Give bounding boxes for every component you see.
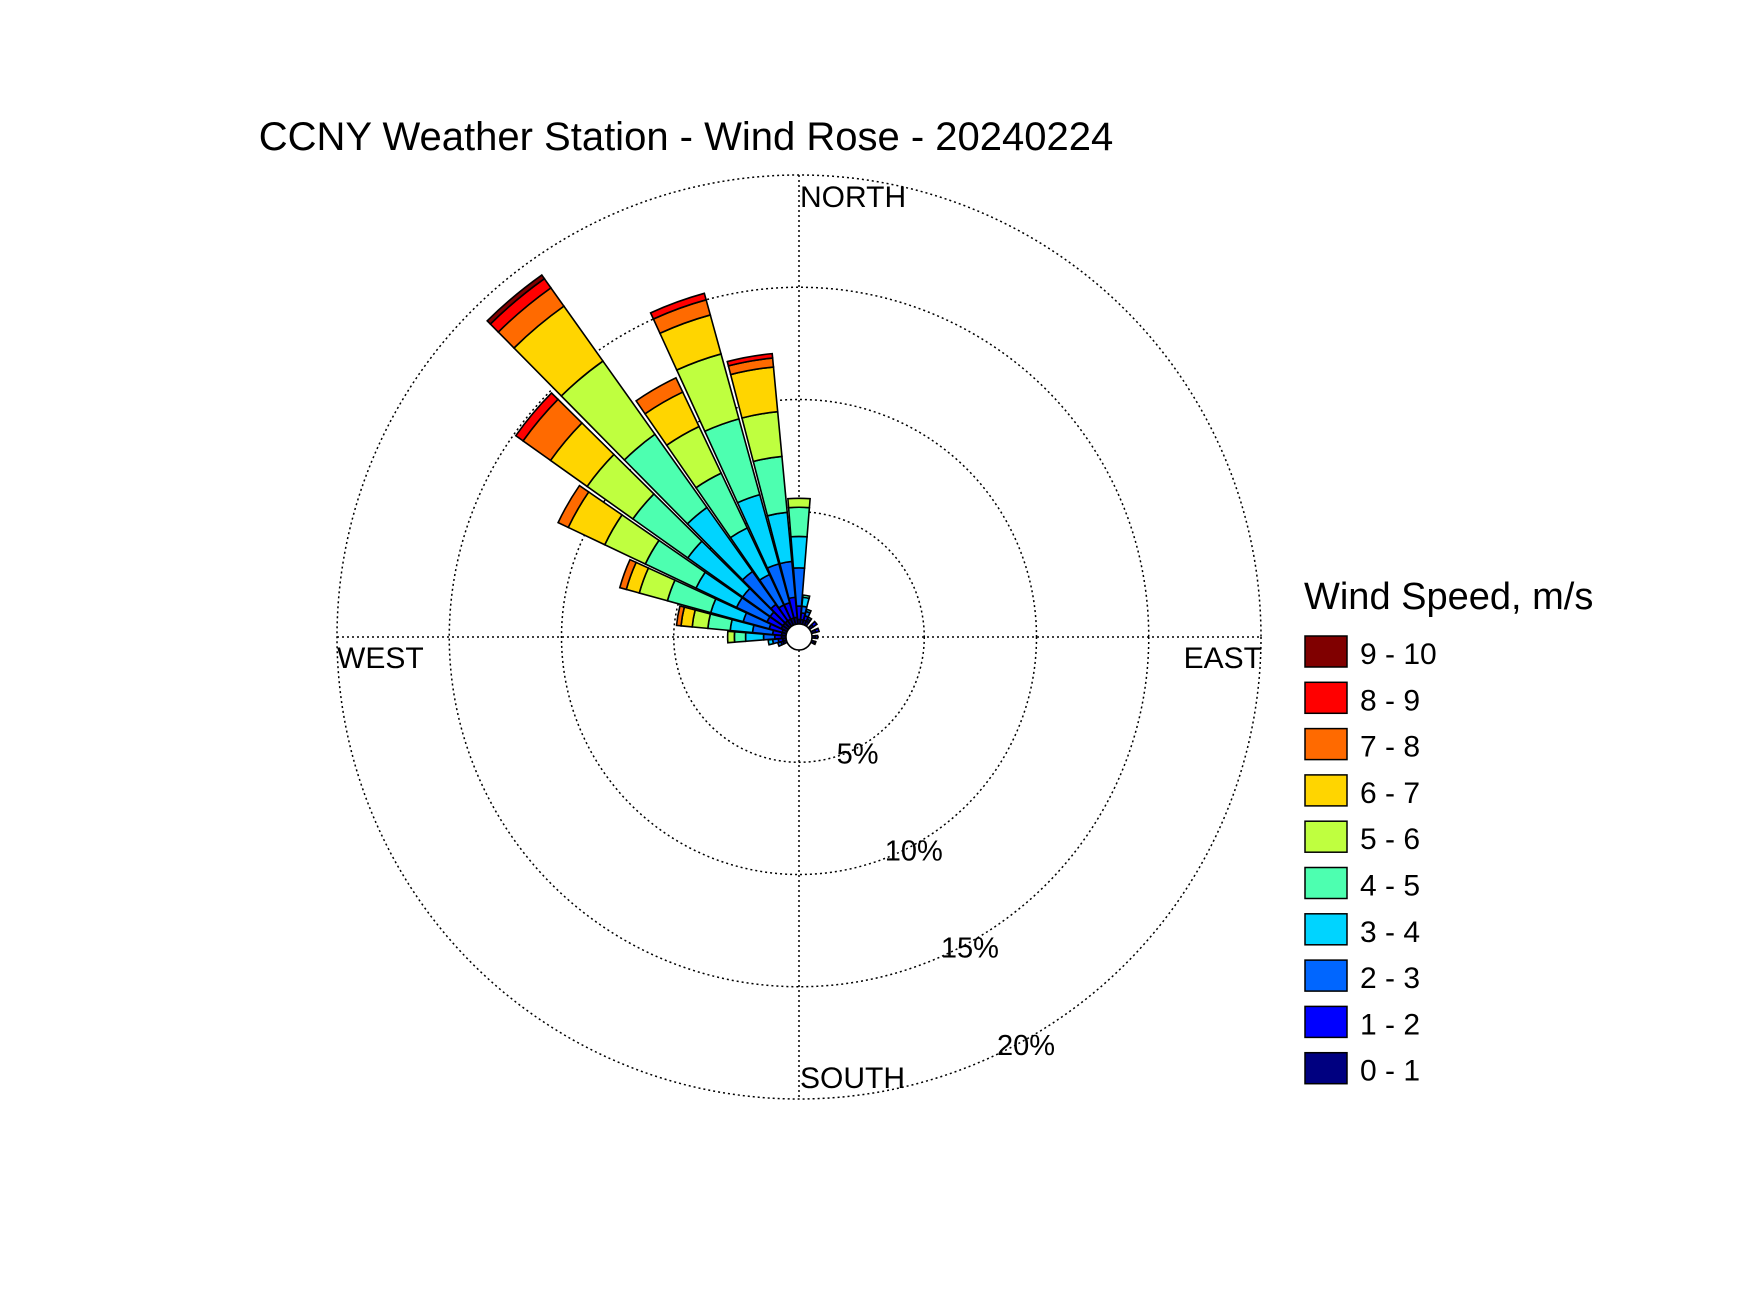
sector-280-bin-7 <box>675 605 686 627</box>
legend-swatch-2 <box>1304 727 1348 761</box>
legend-label-1: 8 - 9 <box>1360 684 1420 717</box>
legend-swatch-3 <box>1304 774 1348 807</box>
legend-swatch-1 <box>1304 681 1348 715</box>
sector-330-bin-7 <box>634 376 684 415</box>
legend-label-2: 7 - 8 <box>1360 731 1420 764</box>
sector-290-bin-7 <box>618 558 638 591</box>
center-circle <box>785 623 813 651</box>
direction-label-south: SOUTH <box>800 1062 905 1095</box>
sector-110 <box>809 639 817 646</box>
legend-label-8: 1 - 2 <box>1360 1008 1420 1041</box>
sector-270-bin-4 <box>733 630 747 644</box>
legend-swatch-9 <box>1304 1051 1348 1085</box>
legend-label-9: 0 - 1 <box>1360 1055 1420 1088</box>
sector-350 <box>726 352 799 626</box>
sector-110-bin-1 <box>812 640 817 646</box>
sector-300 <box>557 484 790 633</box>
sector-350-bin-8 <box>726 352 774 367</box>
wind-sectors <box>486 273 821 648</box>
chart-title: CCNY Weather Station - Wind Rose - 20240… <box>259 115 1114 159</box>
sector-20-bin-3 <box>805 608 813 614</box>
sector-0-bin-4 <box>787 506 811 538</box>
direction-label-west: WEST <box>337 642 424 675</box>
center-hole <box>785 623 813 651</box>
sector-270 <box>726 630 787 644</box>
sector-260-bin-3 <box>767 638 775 646</box>
sector-0-bin-5 <box>787 497 811 509</box>
legend-label-0: 9 - 10 <box>1360 638 1437 671</box>
legend-label-6: 3 - 4 <box>1360 916 1420 949</box>
ring-labels: 5% 10% 15% 20% <box>837 738 1055 1062</box>
sector-320-bin-9 <box>486 273 546 326</box>
legend-label-4: 5 - 6 <box>1360 823 1420 856</box>
legend-swatch-8 <box>1304 1005 1348 1039</box>
sector-90-bin-1 <box>814 634 819 640</box>
sector-310 <box>514 391 791 631</box>
legend-swatch-7 <box>1304 959 1348 992</box>
sector-270-bin-5 <box>726 630 736 644</box>
sector-340 <box>649 292 797 627</box>
sector-0-bin-3 <box>790 535 808 569</box>
sector-90 <box>811 634 819 640</box>
legend-swatch-6 <box>1304 913 1348 946</box>
legend-swatch-0 <box>1304 635 1348 668</box>
sector-290 <box>618 558 789 635</box>
grid-ring-10 <box>560 398 1038 876</box>
sector-270-bin-3 <box>744 631 765 643</box>
sector-320 <box>486 273 793 629</box>
sector-250-bin-2 <box>776 640 784 648</box>
legend-label-3: 6 - 7 <box>1360 777 1420 810</box>
legend-label-5: 4 - 5 <box>1360 870 1420 903</box>
sector-30-bin-2 <box>806 616 813 622</box>
ring-label-5: 5% <box>837 738 879 770</box>
ring-label-20: 20% <box>997 1030 1055 1062</box>
legend-swatch-4 <box>1304 820 1348 853</box>
ring-label-15: 15% <box>941 933 999 965</box>
sector-280 <box>675 605 788 637</box>
sector-70-bin-1 <box>813 627 821 634</box>
sector-340-bin-8 <box>649 292 708 321</box>
sector-10-bin-4 <box>801 594 811 600</box>
legend-swatch-5 <box>1304 866 1348 900</box>
direction-label-east: EAST <box>1184 642 1262 675</box>
sector-50-bin-1 <box>810 620 819 628</box>
ring-label-10: 10% <box>885 836 943 868</box>
legend-label-7: 2 - 3 <box>1360 962 1420 995</box>
sector-300-bin-7 <box>557 484 590 529</box>
legend: Wind Speed, m/s 9 - 10 8 - 9 7 - 8 6 - 7 5 -… <box>1304 576 1593 1088</box>
sector-310-bin-8 <box>514 391 560 443</box>
direction-label-north: NORTH <box>800 181 906 214</box>
legend-title: Wind Speed, m/s <box>1304 576 1593 618</box>
grid-ring-5 <box>673 511 925 763</box>
sector-330 <box>634 376 795 628</box>
